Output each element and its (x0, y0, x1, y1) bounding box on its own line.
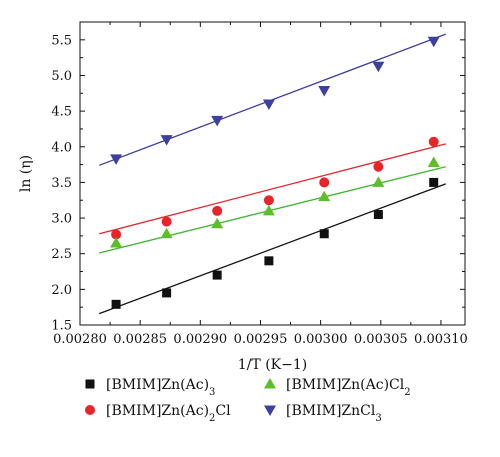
data-point-series-2 (319, 177, 330, 188)
y-tick-label: 4.5 (51, 105, 72, 120)
data-point-series-1 (429, 177, 439, 187)
data-point-series-1 (373, 209, 383, 219)
x-tick-label: 0.00290 (173, 332, 227, 347)
data-point-series-4 (318, 85, 331, 97)
data-point-series-2 (111, 229, 122, 240)
legend-label-subscript: 3 (375, 413, 381, 424)
data-point-series-1 (319, 229, 329, 239)
x-axis-label: 1/T (K−1) (238, 357, 307, 373)
fit-line-series-1 (99, 183, 446, 315)
data-point-series-4 (211, 115, 224, 127)
data-point-series-3 (110, 237, 123, 248)
x-tick-label: 0.00310 (414, 332, 468, 347)
legend-label: [BMIM]Zn(Ac)3 (106, 377, 215, 398)
legend-label-text: [BMIM]ZnCl (286, 403, 376, 419)
legend-marker (85, 379, 95, 389)
data-point-series-1 (162, 288, 172, 298)
axis-labels: 1/T (K−1) ln (η) (18, 155, 307, 373)
data-point-series-4 (262, 99, 275, 110)
y-tick-label: 3.5 (51, 176, 72, 191)
y-tick-label: 2.5 (51, 247, 72, 262)
y-tick-label: 4.0 (51, 140, 72, 155)
legend-label: [BMIM]Zn(Ac)2Cl (106, 403, 231, 424)
x-tick-label: 0.00295 (234, 332, 288, 347)
legend-label-suffix: Cl (215, 403, 231, 419)
data-point-series-3 (160, 227, 173, 239)
legend-marker (264, 378, 276, 389)
axes: 0.00280 0.00285 0.00290 0.00295 0.00300 0.003… (51, 21, 468, 347)
plot-area (99, 33, 446, 315)
legend-marker (85, 405, 95, 415)
fit-line-series-2 (99, 143, 446, 235)
y-tick-label: 5.0 (51, 69, 72, 84)
x-tick-label: 0.00305 (354, 332, 408, 347)
data-point-series-3 (262, 204, 275, 216)
data-point-series-2 (373, 161, 384, 172)
x-tick-label: 0.00300 (294, 332, 348, 347)
y-tick-label: 2.0 (51, 283, 72, 298)
legend-label-subscript: 2 (404, 387, 410, 398)
x-tick-label: 0.00285 (113, 332, 167, 347)
legend-label-text: [BMIM]Zn(Ac) (106, 403, 209, 419)
data-point-series-2 (428, 136, 439, 147)
data-point-series-1 (264, 256, 274, 266)
data-point-series-3 (211, 217, 224, 229)
legend-label-text: [BMIM]Zn(Ac) (106, 377, 209, 393)
data-point-series-1 (111, 299, 121, 309)
plot-frame (79, 21, 466, 326)
legend-label: [BMIM]ZnCl3 (286, 403, 382, 424)
legend-marker (264, 405, 276, 416)
data-point-series-4 (427, 36, 440, 48)
data-point-series-3 (372, 176, 385, 187)
y-tick-label: 3.0 (51, 212, 72, 227)
y-tick-label: 5.5 (51, 33, 72, 48)
y-tick-label: 1.5 (51, 319, 72, 334)
y-axis-label: ln (η) (18, 155, 34, 192)
data-point-series-2 (212, 205, 223, 216)
legend-label-subscript: 2 (209, 413, 215, 424)
legend-label-subscript: 3 (209, 387, 215, 398)
x-tick-label: 0.00280 (53, 332, 107, 347)
data-point-series-2 (161, 216, 172, 227)
data-point-series-4 (110, 154, 123, 165)
data-point-series-3 (427, 156, 440, 167)
legend-label-text: [BMIM]Zn(Ac)Cl (286, 377, 405, 393)
legend-label: [BMIM]Zn(Ac)Cl2 (286, 377, 411, 398)
data-point-series-1 (212, 270, 222, 280)
data-point-series-3 (318, 190, 331, 202)
data-point-series-4 (160, 135, 173, 146)
data-point-series-2 (263, 195, 274, 206)
fit-line-series-3 (99, 166, 446, 254)
legend: [BMIM]Zn(Ac)3 [BMIM]Zn(Ac)Cl2[BMIM]Zn(Ac)… (85, 377, 411, 424)
data-point-series-4 (372, 61, 385, 73)
